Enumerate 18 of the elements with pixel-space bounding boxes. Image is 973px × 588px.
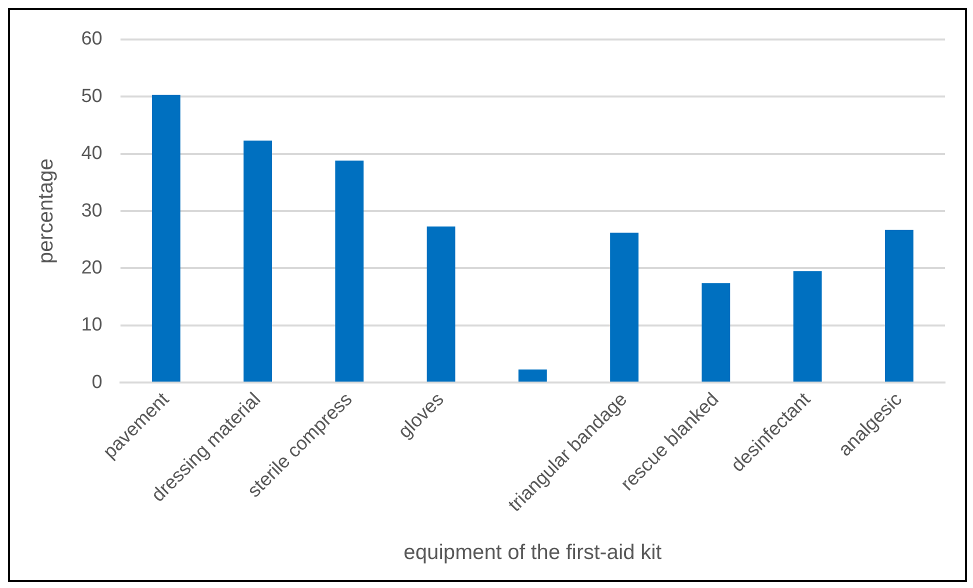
bar — [884, 230, 914, 382]
y-axis-title: percentage — [34, 158, 58, 264]
y-tick-label: 0 — [92, 372, 102, 393]
x-axis-title: equipment of the first-aid kit — [404, 541, 662, 564]
bar — [335, 160, 364, 382]
bar — [244, 140, 272, 382]
bar — [793, 271, 822, 382]
bar — [702, 283, 730, 382]
y-tick-label: 20 — [81, 257, 102, 278]
y-tick-label: 60 — [81, 28, 102, 50]
y-tick-label: 10 — [81, 314, 102, 336]
bar — [152, 94, 180, 382]
y-tick-label: 30 — [81, 200, 102, 222]
bar — [426, 226, 456, 382]
y-tick-label: 40 — [81, 143, 102, 164]
bar — [610, 232, 638, 382]
bar — [518, 369, 547, 382]
y-tick-label: 50 — [81, 86, 102, 107]
